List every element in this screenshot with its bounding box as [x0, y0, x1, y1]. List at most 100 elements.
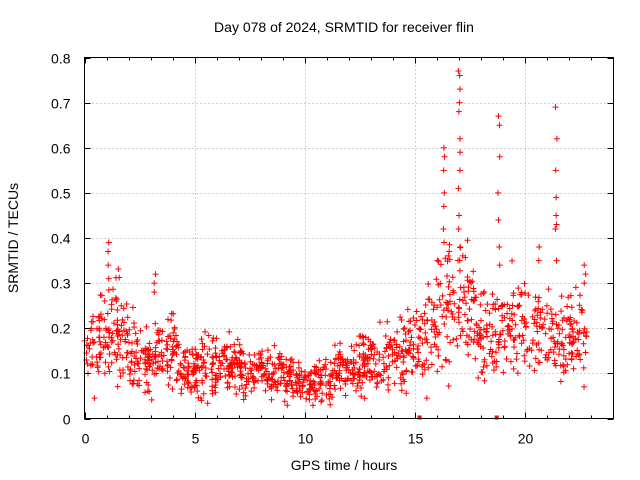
data-point: [446, 256, 453, 263]
data-point: [395, 350, 402, 357]
data-point: [487, 346, 494, 353]
data-point: [531, 367, 538, 374]
data-point: [177, 360, 184, 367]
data-point: [281, 377, 288, 384]
data-point: [247, 358, 254, 365]
data-point: [113, 356, 120, 363]
data-point: [558, 308, 565, 315]
data-point: [232, 354, 239, 361]
data-point: [98, 315, 105, 322]
data-point: [575, 330, 582, 337]
data-point: [184, 347, 191, 354]
data-point: [256, 356, 263, 363]
data-point: [201, 328, 208, 335]
data-point: [385, 352, 392, 359]
data-point: [511, 311, 518, 318]
data-point: [236, 386, 243, 393]
data-point: [134, 360, 141, 367]
data-point: [460, 284, 467, 291]
data-point: [400, 338, 407, 345]
data-point: [374, 379, 381, 386]
data-point: [552, 225, 559, 232]
data-point: [306, 385, 313, 392]
data-point: [101, 298, 108, 305]
data-point: [489, 323, 496, 330]
data-point: [519, 313, 526, 320]
data-point: [233, 390, 240, 397]
data-point: [355, 368, 362, 375]
data-point: [466, 305, 473, 312]
data-point: [577, 292, 584, 299]
data-point: [198, 336, 205, 343]
data-point: [581, 280, 588, 287]
data-point: [501, 314, 508, 321]
data-point: [146, 363, 153, 370]
data-point: [387, 336, 394, 343]
data-point: [113, 328, 120, 335]
data-point: [312, 370, 319, 377]
data-point: [470, 298, 477, 305]
data-point: [505, 322, 512, 329]
data-point: [492, 306, 499, 313]
y-tick-label: 0.7: [51, 96, 71, 112]
data-point: [451, 300, 458, 307]
data-point: [236, 341, 243, 348]
data-point: [316, 385, 323, 392]
data-point: [123, 301, 130, 308]
data-point: [356, 376, 363, 383]
data-point: [369, 341, 376, 348]
data-point: [360, 334, 367, 341]
data-point: [383, 366, 390, 373]
data-point: [168, 310, 175, 317]
data-point: [504, 310, 511, 317]
data-point: [351, 364, 358, 371]
data-point: [311, 387, 318, 394]
data-point: [358, 393, 365, 400]
data-point: [521, 280, 528, 287]
data-point: [443, 313, 450, 320]
y-tick-labels: 0 0.1 0.2 0.3 0.4 0.5 0.6 0.7 0.8: [51, 51, 71, 428]
data-point: [132, 330, 139, 337]
data-point: [231, 357, 238, 364]
data-point: [454, 342, 461, 349]
data-point: [465, 351, 472, 358]
data-point: [559, 317, 566, 324]
data-point: [192, 379, 199, 386]
data-point: [116, 367, 123, 374]
data-point: [361, 370, 368, 377]
data-point: [445, 283, 452, 290]
data-point: [108, 339, 115, 346]
data-point: [305, 372, 312, 379]
data-point: [144, 367, 151, 374]
data-point: [389, 346, 396, 353]
data-point: [459, 252, 466, 259]
data-point: [477, 301, 484, 308]
data-point: [559, 326, 566, 333]
data-point: [481, 288, 488, 295]
data-point: [123, 349, 130, 356]
data-point: [376, 357, 383, 364]
data-point: [422, 302, 429, 309]
x-tick-label: 5: [192, 431, 200, 447]
data-point: [193, 351, 200, 358]
data-point: [152, 271, 159, 278]
data-point: [403, 390, 410, 397]
data-point: [198, 353, 205, 360]
data-point: [102, 325, 109, 332]
data-point: [543, 351, 550, 358]
data-point: [464, 273, 471, 280]
data-point: [109, 296, 116, 303]
data-point: [535, 340, 542, 347]
data-point: [459, 328, 466, 335]
data-point: [169, 385, 176, 392]
y-tick-label: 0: [63, 412, 71, 428]
data-point: [288, 356, 295, 363]
data-point: [266, 375, 273, 382]
data-point: [333, 356, 340, 363]
data-point: [129, 381, 136, 388]
data-point: [554, 340, 561, 347]
data-point: [449, 274, 456, 281]
data-point: [384, 318, 391, 325]
data-point: [340, 359, 347, 366]
data-point: [184, 378, 191, 385]
